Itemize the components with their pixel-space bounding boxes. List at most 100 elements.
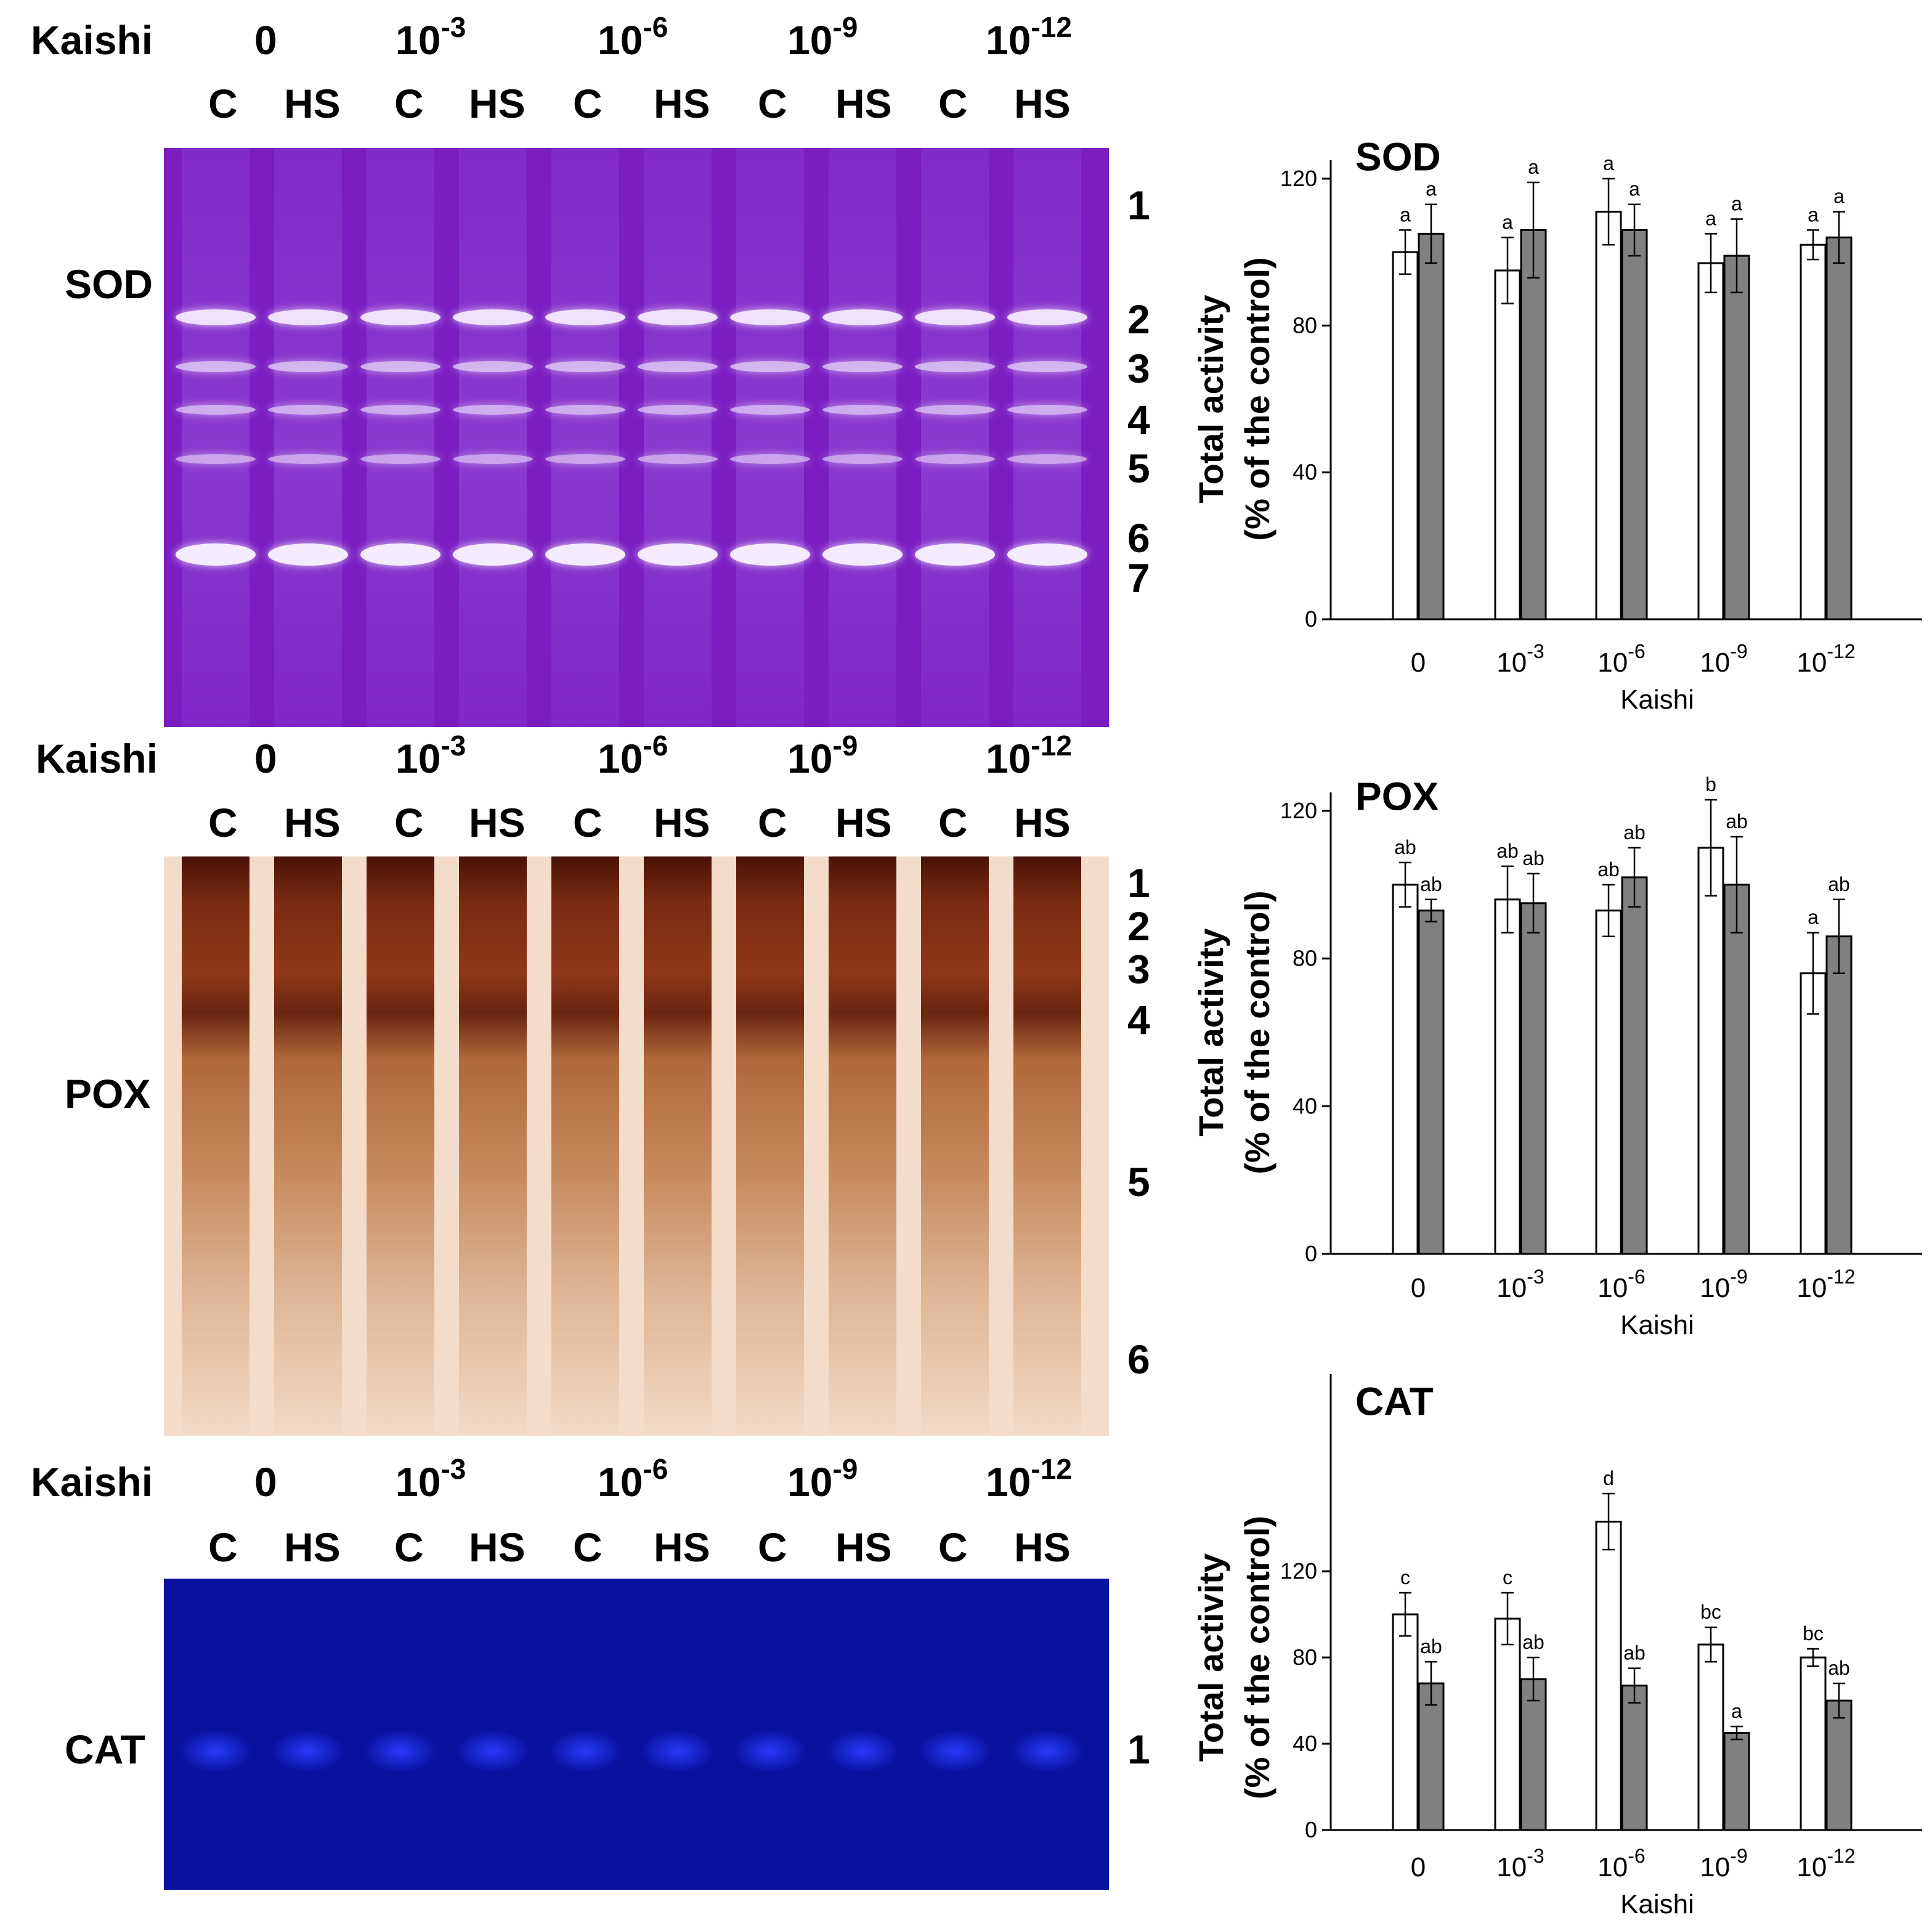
gel-band	[915, 454, 995, 464]
gel-label: SOD	[65, 261, 153, 307]
bar	[1520, 1678, 1547, 1831]
gel-band	[1010, 1730, 1084, 1773]
bar	[1800, 1656, 1827, 1831]
x-tick-label: 10-3	[1496, 1845, 1544, 1882]
y-axis-label: Total activity	[1191, 928, 1230, 1136]
bar	[1697, 262, 1724, 620]
gel-band	[915, 405, 995, 415]
gel-lane	[367, 148, 434, 727]
gel-lane	[459, 856, 527, 1436]
band-number: 7	[1127, 555, 1150, 601]
treatment-label: HS	[835, 81, 892, 126]
gel-lane	[182, 856, 250, 1436]
concentration-label: 10-3	[396, 13, 466, 60]
concentration-base: 10	[787, 17, 833, 63]
concentration-label: 10-6	[598, 13, 668, 60]
concentration-base: 10	[598, 1459, 643, 1505]
x-tick-exponent: -3	[1527, 1266, 1544, 1288]
x-tick-label: 10-9	[1700, 1266, 1747, 1303]
gel-band	[360, 361, 440, 372]
bar	[1595, 909, 1622, 1255]
concentration-label: 10-6	[598, 731, 668, 781]
bar	[1595, 211, 1622, 620]
x-tick-base: 10	[1700, 1852, 1730, 1882]
concentration-base: 10	[986, 17, 1031, 63]
gel-band	[1007, 309, 1087, 325]
gel-band	[360, 454, 440, 464]
gel-band	[1007, 543, 1087, 566]
treatment-label: HS	[654, 1524, 710, 1570]
x-tick-label: 10-6	[1597, 1266, 1645, 1303]
significance-letter: ab	[1828, 1657, 1850, 1679]
bar	[1494, 1617, 1521, 1831]
bar	[1800, 972, 1827, 1255]
x-axis-label: Kaishi	[1620, 1889, 1694, 1919]
x-tick-base: 0	[1411, 648, 1426, 678]
band-number: 6	[1127, 515, 1150, 561]
gel-lane	[644, 148, 712, 727]
chart-title: SOD	[1355, 134, 1441, 179]
x-tick-exponent: -6	[1628, 1845, 1645, 1867]
significance-letter: ab	[1828, 873, 1850, 895]
treatment-label: C	[758, 81, 787, 126]
concentration-label: 10-12	[986, 1455, 1072, 1502]
treatment-label: C	[394, 81, 424, 126]
treatment-label: C	[394, 1524, 424, 1570]
gel-band	[268, 543, 348, 566]
gel-lane	[1013, 148, 1081, 727]
gel-lane	[921, 856, 989, 1436]
y-tick-label: 0	[1305, 1817, 1317, 1842]
gel-lane	[551, 856, 619, 1436]
bar	[1418, 232, 1445, 620]
significance-letter: c	[1503, 1566, 1512, 1588]
concentration-exponent: -6	[643, 11, 668, 43]
gel-band	[638, 405, 718, 415]
concentration-exponent: -3	[440, 1453, 466, 1485]
concentration-label: 10-9	[787, 731, 858, 779]
gel-band	[268, 454, 348, 464]
gel-band	[176, 405, 256, 415]
gel-lane	[459, 148, 527, 727]
gel-band	[1007, 405, 1087, 415]
x-tick-base: 10	[1496, 1852, 1527, 1882]
band-number: 3	[1127, 346, 1150, 391]
x-tick-label: 10-6	[1597, 1845, 1645, 1882]
x-tick-base: 10	[1597, 1273, 1628, 1303]
gel-band	[453, 454, 533, 464]
x-tick-base: 10	[1796, 648, 1827, 678]
bar	[1520, 229, 1547, 620]
kaishi-row-label: Kaishi	[31, 17, 153, 63]
treatment-label: C	[758, 800, 787, 845]
x-tick-base: 10	[1700, 648, 1730, 678]
gel-band	[822, 454, 903, 464]
chart-title: CAT	[1355, 1379, 1434, 1423]
significance-letter: a	[1731, 1700, 1742, 1722]
gel-band	[456, 1730, 530, 1773]
x-tick-base: 10	[1597, 1852, 1628, 1882]
treatment-label: HS	[1014, 1524, 1071, 1570]
gel-lane	[829, 148, 896, 727]
concentration-base: 0	[254, 736, 277, 781]
bar	[1595, 1521, 1622, 1831]
band-number: 6	[1127, 1336, 1150, 1382]
gel-lane	[1013, 856, 1081, 1436]
concentration-exponent: -9	[832, 730, 858, 762]
gel-band	[545, 405, 625, 415]
concentration-base: 10	[598, 736, 643, 781]
x-tick-label: 10-12	[1796, 1266, 1855, 1303]
x-tick-exponent: -9	[1730, 1266, 1747, 1288]
concentration-label: 10-3	[396, 1455, 466, 1502]
y-tick-label: 40	[1293, 1093, 1317, 1118]
significance-letter: ab	[1394, 836, 1416, 858]
bar	[1825, 236, 1853, 620]
concentration-exponent: -6	[643, 1453, 668, 1485]
treatment-label: C	[208, 1524, 238, 1570]
gel-band	[360, 405, 440, 415]
concentration-base: 0	[254, 1459, 277, 1505]
x-tick-label: 0	[1411, 1852, 1426, 1882]
concentration-label: 10-3	[396, 731, 466, 781]
chart-title: POX	[1355, 774, 1439, 818]
x-tick-label: 0	[1411, 1273, 1426, 1303]
concentration-base: 10	[396, 736, 441, 781]
